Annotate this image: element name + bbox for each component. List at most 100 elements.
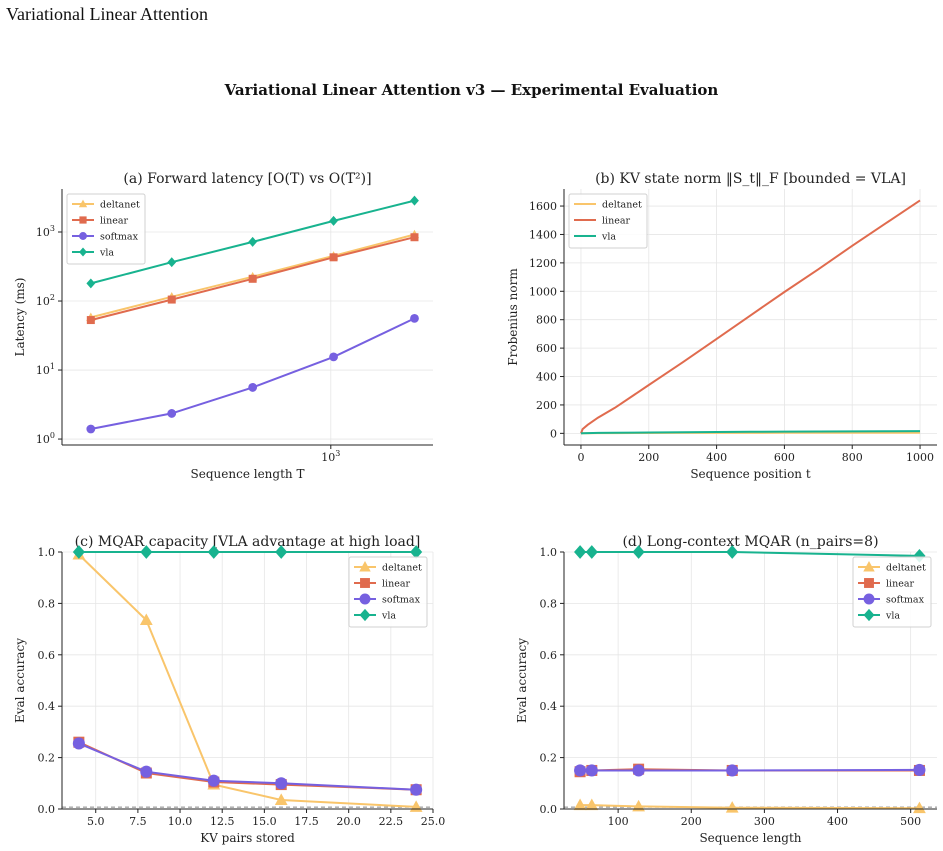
chart-b-ytick-label: 1600: [529, 200, 557, 213]
figure-suptitle: Variational Linear Attention v3 — Experi…: [224, 81, 719, 99]
chart-a-legend-label-softmax: softmax: [100, 232, 139, 243]
chart-a-legend-marker-softmax: [79, 232, 87, 240]
chart-a-point-linear: [167, 295, 176, 304]
chart-c-point-softmax: [140, 765, 153, 778]
chart-c-legend-label-linear: linear: [382, 579, 410, 590]
chart-c-xtick-label: 5.0: [87, 815, 105, 828]
chart-b-ytick-label: 0: [550, 427, 557, 440]
chart-d-legend-label-deltanet: deltanet: [886, 563, 926, 574]
chart-b-ytick-label: 400: [536, 371, 557, 384]
chart-c-xtick-label: 12.5: [210, 815, 235, 828]
chart-b-ylabel: Frobenius norm: [506, 268, 520, 366]
chart-c-xtick-label: 17.5: [294, 815, 319, 828]
chart-a-point-softmax: [86, 424, 96, 434]
chart-d-series-softmax: [574, 763, 926, 777]
chart-d-ytick-label: 0.0: [540, 803, 558, 816]
chart-a-legend-box: [66, 193, 146, 265]
chart-d-legend-box: [852, 556, 932, 628]
chart-c-ylabel: Eval accuracy: [13, 638, 27, 723]
chart-c-title: (c) MQAR capacity [VLA advantage at high…: [75, 534, 421, 550]
chart-c-xtick-label: 10.0: [168, 815, 193, 828]
chart-c-line-softmax: [78, 742, 417, 791]
chart-c-xtick-label: 22.5: [379, 815, 404, 828]
chart-d-ytick-label: 0.2: [540, 752, 558, 765]
chart-b-xtick-label: 600: [774, 451, 795, 464]
chart-c-legend-marker-deltanet: [359, 561, 371, 572]
chart-d-ytick-label: 0.6: [540, 649, 558, 662]
chart-a-point-vla: [86, 278, 96, 289]
chart-d-legend: deltanet linear softmax vla: [852, 556, 932, 628]
chart-d-line-softmax: [580, 768, 920, 772]
chart-b-line-linear: [580, 199, 921, 434]
chart-b-xtick-label: 200: [638, 451, 659, 464]
chart-a-legend-marker-linear: [79, 216, 87, 224]
chart-d-point-softmax: [726, 764, 739, 777]
chart-c-point-vla: [72, 545, 85, 559]
chart-a-ytick-label: 101: [36, 362, 55, 377]
chart-c-ytick-label: 0.2: [38, 752, 56, 765]
chart-d-xtick-label: 500: [900, 815, 921, 828]
chart-c-legend-box: [348, 556, 428, 628]
chart-c-ytick-label: 0.0: [38, 803, 56, 816]
chart-a-title: (a) Forward latency [O(T) vs O(T²)]: [123, 171, 371, 187]
chart-b-line-vla: [580, 430, 921, 435]
chart-a-ytick-label: 102: [36, 293, 55, 308]
chart-d-ylabel: Eval accuracy: [515, 638, 529, 723]
chart-a-point-softmax: [167, 409, 177, 418]
chart-c-xlabel: KV pairs stored: [200, 831, 295, 845]
chart-b-ytick-label: 600: [536, 342, 557, 355]
chart-c-legend-marker-linear: [360, 578, 370, 588]
chart-a-legend-label-linear: linear: [100, 216, 128, 227]
chart-b-ytick-label: 800: [536, 314, 557, 327]
chart-a-point-linear: [329, 253, 338, 262]
chart-a-legend-marker-vla: [79, 247, 87, 257]
chart-a-ytick-label: 103: [36, 224, 55, 239]
chart-d-legend-marker-vla: [863, 608, 875, 622]
chart-d-point-vla: [574, 545, 587, 559]
chart-c-point-vla: [140, 545, 153, 559]
chart-d-legend-label-softmax: softmax: [886, 595, 925, 606]
chart-d-point-softmax: [913, 763, 926, 776]
chart-a-point-vla: [167, 257, 177, 268]
chart-a-point-linear: [248, 274, 257, 283]
chart-d-xtick-label: 200: [681, 815, 702, 828]
chart-b-ytick-label: 200: [536, 399, 557, 412]
chart-d-ytick-label: 0.4: [540, 700, 558, 713]
chart-c-series-vla: [72, 545, 423, 559]
chart-d-line-vla: [580, 551, 920, 557]
chart-c-series-linear: [73, 736, 422, 796]
chart-d-point-deltanet: [913, 801, 926, 814]
chart-c-xtick-label: 25.0: [421, 815, 446, 828]
chart-c-point-vla: [207, 545, 220, 559]
chart-a-point-softmax: [410, 314, 419, 323]
chart-c-legend-label-deltanet: deltanet: [382, 563, 422, 574]
chart-c: (c) MQAR capacity [VLA advantage at high…: [13, 534, 445, 845]
chart-a-series-vla: [86, 195, 419, 289]
chart-c-point-softmax: [275, 777, 288, 790]
chart-a-xtick-label: 103: [321, 449, 340, 464]
chart-b-title: (b) KV state norm ‖S_t‖_F [bounded = VLA…: [595, 171, 906, 187]
chart-d-title: (d) Long-context MQAR (n_pairs=8): [622, 534, 878, 550]
chart-d-series-deltanet: [573, 798, 926, 814]
page-title: Variational Linear Attention: [6, 4, 208, 24]
chart-a-point-vla: [248, 236, 258, 247]
chart-c-legend-marker-softmax: [359, 593, 371, 605]
chart-b-ytick-label: 1200: [529, 257, 557, 270]
chart-a: (a) Forward latency [O(T) vs O(T²)] 100 10…: [13, 171, 433, 481]
chart-c-legend-marker-vla: [359, 608, 371, 622]
chart-c-series-softmax: [72, 737, 423, 796]
chart-d: (d) Long-context MQAR (n_pairs=8) 0.0 0.2 0…: [515, 534, 937, 845]
chart-d-xlabel: Sequence length: [699, 831, 801, 845]
chart-d-point-vla: [632, 545, 645, 559]
chart-b-legend-label-vla: vla: [601, 232, 616, 243]
chart-c-legend-label-softmax: softmax: [382, 595, 421, 606]
chart-a-line-softmax: [90, 317, 415, 430]
chart-b-series-vla: [580, 430, 921, 435]
chart-d-ytick-label: 0.8: [540, 597, 558, 610]
chart-a-legend: deltanet linear softmax vla: [66, 193, 146, 265]
chart-c-point-deltanet: [139, 613, 153, 626]
chart-c-xtick-label: 7.5: [129, 815, 147, 828]
chart-d-legend-marker-deltanet: [863, 561, 875, 572]
chart-a-point-vla: [329, 215, 338, 226]
